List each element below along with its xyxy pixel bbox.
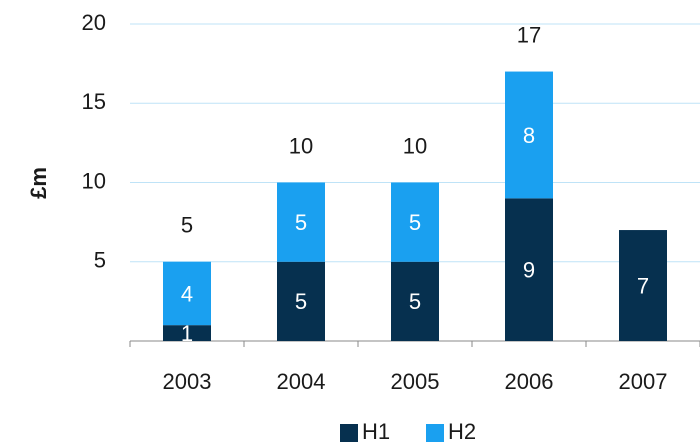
total-label: 5 — [181, 213, 193, 238]
bar-segment — [391, 261, 439, 341]
legend-swatch — [426, 424, 444, 442]
segment-label: 9 — [523, 257, 535, 282]
legend-label: H1 — [362, 419, 390, 444]
y-axis-label: £m — [26, 167, 51, 199]
y-tick-label: 10 — [82, 168, 106, 193]
y-tick-label: 5 — [94, 248, 106, 273]
bar-segment — [391, 182, 439, 262]
bar-segment — [277, 182, 325, 262]
segment-label: 5 — [295, 210, 307, 235]
total-label: 10 — [289, 133, 313, 158]
segment-label: 5 — [409, 210, 421, 235]
x-tick-label: 2005 — [391, 369, 440, 394]
x-tick-label: 2007 — [619, 369, 668, 394]
x-tick-label: 2003 — [163, 369, 212, 394]
bar-segment — [619, 230, 667, 341]
segment-label: 5 — [409, 289, 421, 314]
y-tick-label: 15 — [82, 89, 106, 114]
bar-segment — [505, 198, 553, 341]
bar-segment — [163, 325, 211, 341]
y-tick-label: 20 — [82, 10, 106, 35]
x-tick-label: 2004 — [277, 369, 326, 394]
segment-label: 4 — [181, 281, 193, 306]
bar-segment — [277, 261, 325, 341]
legend-label: H2 — [448, 419, 476, 444]
bar-segment — [505, 71, 553, 199]
total-label: 17 — [517, 22, 541, 47]
segment-label: 8 — [523, 123, 535, 148]
total-label: 10 — [403, 133, 427, 158]
bar-segment — [163, 261, 211, 326]
segment-label: 7 — [637, 273, 649, 298]
segment-label: 1 — [181, 321, 193, 346]
x-tick-label: 2006 — [505, 369, 554, 394]
segment-label: 5 — [295, 289, 307, 314]
legend-swatch — [340, 424, 358, 442]
